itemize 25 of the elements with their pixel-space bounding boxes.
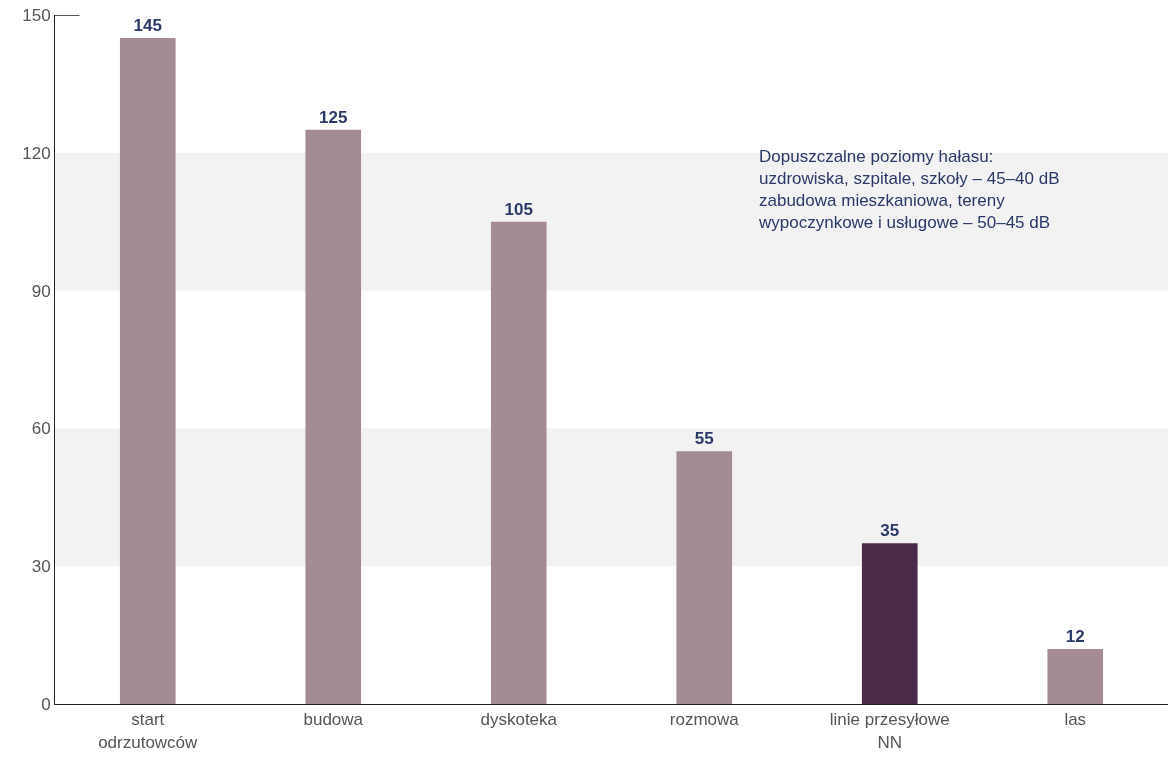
bar xyxy=(305,129,362,704)
data-label: 125 xyxy=(319,107,348,127)
x-tick-label: dyskoteka xyxy=(480,710,558,730)
data-label: 12 xyxy=(1065,626,1085,646)
x-tick-label: rozmowa xyxy=(669,710,740,730)
y-tick-label: 120 xyxy=(22,143,51,163)
annotation: Dopuszczalne poziomy hałasu: uzdrowiska, szpitale, szkoły – 45–40 dB zabudowa mieszkaniowa, tereny wypoczynkowe i usługowe – 50–45 dB xyxy=(758,147,1060,233)
y-tick-label: 60 xyxy=(31,419,51,439)
data-label: 145 xyxy=(133,15,162,35)
data-label: 105 xyxy=(504,199,533,219)
bar xyxy=(119,37,176,704)
y-tick-label: 90 xyxy=(31,281,51,301)
x-tick-label: linie przesyłowe NN xyxy=(829,710,950,752)
y-tick-label: 150 xyxy=(22,5,51,25)
data-label: 55 xyxy=(694,429,714,449)
bar xyxy=(1047,648,1104,704)
bar xyxy=(676,451,733,704)
y-tick-label: 30 xyxy=(31,557,51,577)
bar xyxy=(861,543,918,704)
data-label: 35 xyxy=(880,521,900,541)
x-tick-label: las xyxy=(1064,710,1087,730)
y-tick-label: 0 xyxy=(41,694,51,714)
bar xyxy=(490,221,547,704)
x-tick-label: start odrzutowców xyxy=(98,710,199,752)
x-tick-label: budowa xyxy=(303,710,364,730)
